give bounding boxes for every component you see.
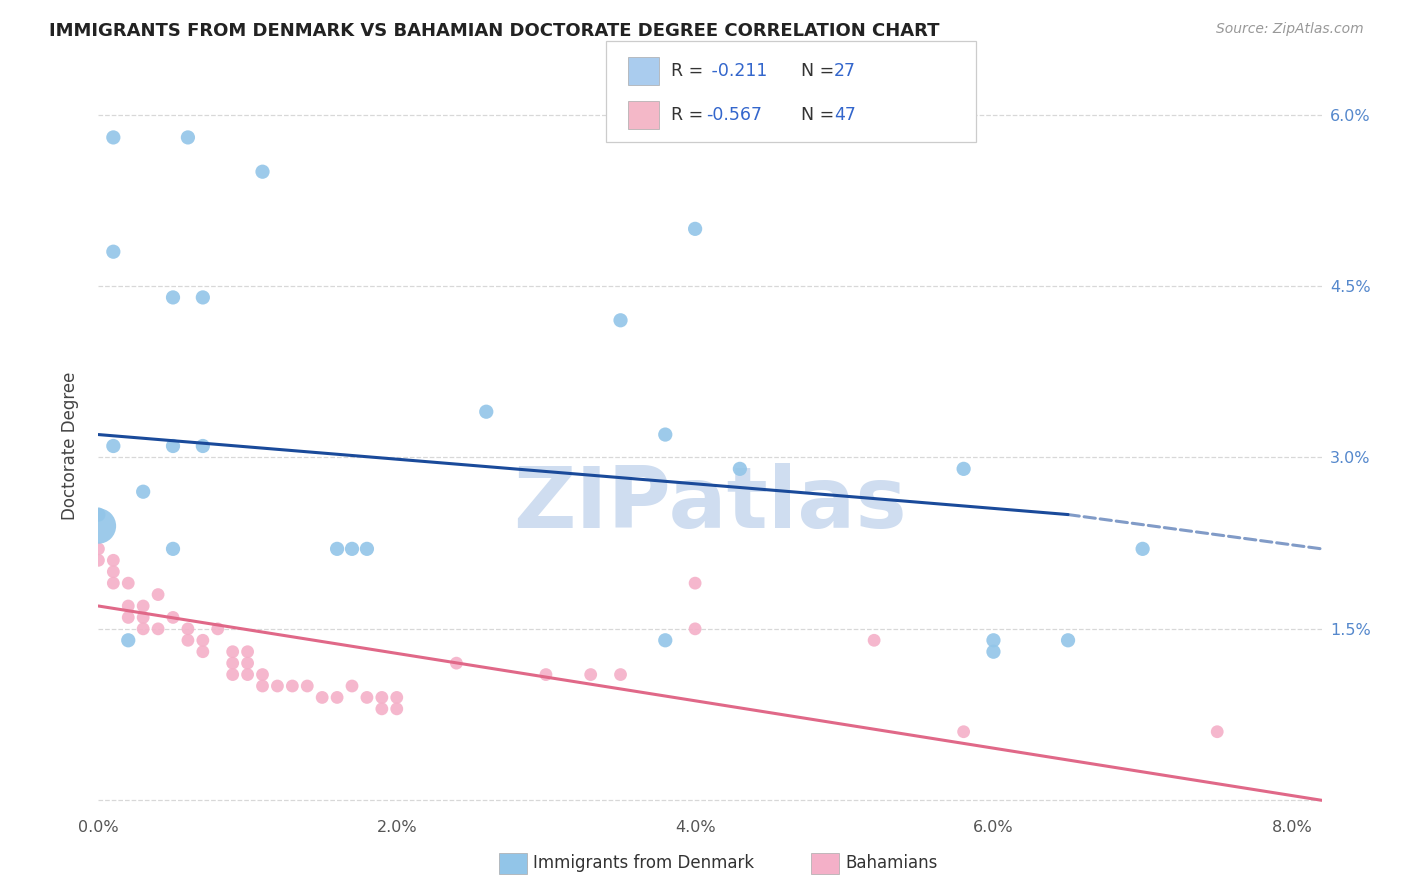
Text: R =: R =: [671, 106, 709, 124]
Point: [371, 690, 394, 705]
Point: [356, 541, 378, 556]
Point: [87, 553, 110, 567]
Point: [236, 667, 259, 681]
Point: [385, 702, 408, 716]
Text: N =: N =: [801, 106, 841, 124]
Point: [207, 622, 229, 636]
Text: 47: 47: [834, 106, 856, 124]
Text: Immigrants from Denmark: Immigrants from Denmark: [533, 855, 754, 872]
Point: [132, 484, 155, 499]
Point: [326, 541, 349, 556]
Text: N =: N =: [801, 62, 841, 79]
Point: [103, 553, 125, 567]
Point: [191, 290, 214, 304]
Point: [863, 633, 886, 648]
Point: [683, 222, 706, 236]
Point: [534, 667, 557, 681]
Point: [475, 405, 498, 419]
Point: [162, 541, 184, 556]
Point: [446, 656, 468, 670]
Point: [609, 313, 631, 327]
Text: 27: 27: [834, 62, 856, 79]
Point: [191, 645, 214, 659]
Point: [356, 690, 378, 705]
Point: [162, 610, 184, 624]
Point: [579, 667, 602, 681]
Point: [728, 462, 751, 476]
Point: [117, 633, 139, 648]
Point: [117, 576, 139, 591]
Point: [952, 462, 974, 476]
Point: [87, 508, 110, 522]
Point: [87, 541, 110, 556]
Point: [132, 610, 155, 624]
Point: [103, 565, 125, 579]
Point: [1132, 541, 1154, 556]
Point: [1206, 724, 1229, 739]
Point: [221, 645, 243, 659]
Point: [132, 622, 155, 636]
Point: [252, 164, 274, 178]
Text: Bahamians: Bahamians: [845, 855, 938, 872]
Text: ZIPatlas: ZIPatlas: [513, 463, 907, 546]
Point: [236, 645, 259, 659]
Point: [146, 588, 169, 602]
Point: [983, 645, 1005, 659]
Point: [117, 610, 139, 624]
Point: [177, 130, 200, 145]
Point: [281, 679, 304, 693]
Text: IMMIGRANTS FROM DENMARK VS BAHAMIAN DOCTORATE DEGREE CORRELATION CHART: IMMIGRANTS FROM DENMARK VS BAHAMIAN DOCT…: [49, 22, 939, 40]
Point: [117, 599, 139, 613]
Point: [177, 622, 200, 636]
Point: [683, 576, 706, 591]
Point: [162, 290, 184, 304]
Y-axis label: Doctorate Degree: Doctorate Degree: [60, 372, 79, 520]
Point: [311, 690, 333, 705]
Text: R =: R =: [671, 62, 709, 79]
Point: [371, 702, 394, 716]
Point: [132, 599, 155, 613]
Point: [103, 244, 125, 259]
Point: [87, 519, 110, 533]
Text: -0.211: -0.211: [706, 62, 768, 79]
Point: [103, 130, 125, 145]
Point: [340, 679, 363, 693]
Point: [983, 633, 1005, 648]
Point: [221, 656, 243, 670]
Point: [609, 667, 631, 681]
Point: [952, 724, 974, 739]
Point: [326, 690, 349, 705]
Text: Source: ZipAtlas.com: Source: ZipAtlas.com: [1216, 22, 1364, 37]
Point: [252, 679, 274, 693]
Point: [191, 633, 214, 648]
Point: [252, 667, 274, 681]
Point: [266, 679, 288, 693]
Point: [146, 622, 169, 636]
Point: [340, 541, 363, 556]
Point: [177, 633, 200, 648]
Point: [654, 427, 676, 442]
Point: [385, 690, 408, 705]
Point: [654, 633, 676, 648]
Point: [191, 439, 214, 453]
Point: [103, 576, 125, 591]
Point: [221, 667, 243, 681]
Point: [162, 439, 184, 453]
Point: [103, 439, 125, 453]
Point: [683, 622, 706, 636]
Point: [236, 656, 259, 670]
Point: [297, 679, 319, 693]
Point: [1057, 633, 1080, 648]
Text: -0.567: -0.567: [706, 106, 762, 124]
